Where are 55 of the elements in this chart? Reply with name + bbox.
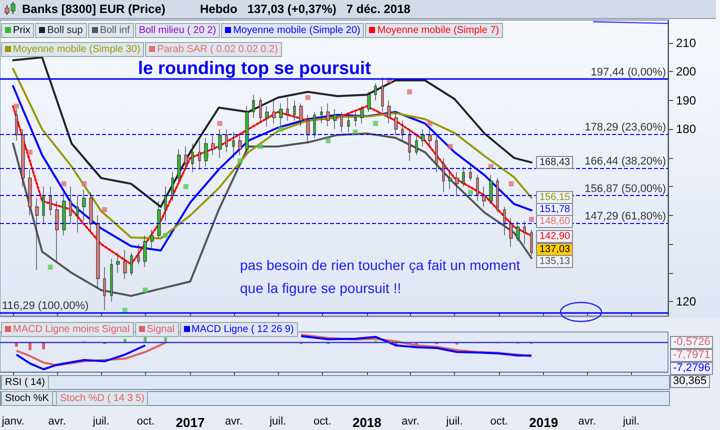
annotation: 137,03 <box>536 243 574 256</box>
x-tick-label: avr. <box>48 416 66 428</box>
legend-label: MACD Ligne moins Signal <box>1 322 134 337</box>
y-tick-label: 190 <box>676 93 696 108</box>
x-tick-label: avr. <box>224 416 243 428</box>
x-tick-label: avr. <box>578 416 596 428</box>
x-tick-label: oct. <box>314 416 332 428</box>
text: -0,5726 <box>670 336 714 349</box>
ref-line-label: 166,44 (38,20%) <box>584 156 666 168</box>
legend-label: Moyenne mobile (Simple 20) <box>221 23 364 38</box>
ref-line-label: 197,44 (0,00%) <box>590 66 666 79</box>
x-tick-label: 2018 <box>352 415 382 430</box>
chart-subtitle: Hebdo 137,03 (+0,37%) 7 déc. 2018 <box>200 1 410 18</box>
x-tick-label: juil. <box>92 416 110 428</box>
annotation: 148,60 <box>536 215 574 228</box>
x-tick-label: juil. <box>268 416 286 428</box>
x-tick-label: juil. <box>445 416 463 428</box>
chart-title: Banks [8300] EUR (Price) <box>22 1 166 18</box>
y-tick-label: 210 <box>676 36 696 50</box>
y-tick-label: 120 <box>676 294 696 309</box>
annotation: Boll milieu ( 20 2) <box>134 23 220 38</box>
legend-label: MACD Ligne ( 12 26 9) <box>180 322 298 337</box>
legend-label: Parab SAR ( 0.02 0.02 0.2) <box>145 42 282 57</box>
annotation: 151,78 <box>536 203 574 216</box>
x-tick-label: oct. <box>490 416 508 428</box>
x-tick-label: 2019 <box>529 415 558 430</box>
x-tick-label: juil. <box>622 416 640 428</box>
annotation: 135,13 <box>536 255 574 268</box>
ref-line-label: 156,87 (50,00%) <box>584 183 666 196</box>
annotation: le rounding top se poursuit <box>138 58 371 79</box>
legend-label: Moyenne mobile (Simple 7) <box>365 23 504 38</box>
text: Stoch %D ( 14 3 5) <box>56 391 148 406</box>
text: Stoch %K <box>1 391 53 406</box>
text: 30,365 <box>670 375 710 388</box>
x-tick-label: oct. <box>136 416 155 428</box>
y-tick-label: 180 <box>676 122 696 136</box>
legend-label: Prix <box>1 23 34 38</box>
ref-line-label: 147,29 (61,80%) <box>584 210 666 223</box>
legend-label: Signal <box>134 322 179 337</box>
text: RSI ( 14) <box>1 375 50 390</box>
legend-label: Moyenne mobile (Simple 30) <box>1 42 144 57</box>
annotation: 168,43 <box>536 156 574 170</box>
text: -7,7971 <box>670 349 714 362</box>
annotation: 142,90 <box>536 230 574 243</box>
y-tick-label: 200 <box>676 64 696 79</box>
x-tick-label: 2017 <box>176 415 205 430</box>
ref-line-label: 178,29 (23,60%) <box>584 122 666 134</box>
ref-line-label: 116,29 (100,00%) <box>2 300 89 312</box>
x-tick-label: janv. <box>0 416 24 428</box>
legend-label: Boll sup <box>35 23 87 38</box>
text: -7,2796 <box>670 362 714 375</box>
annotation: pas besoin de rien toucher ça fait un moment que la figure se poursuit !! <box>240 256 522 298</box>
annotation: 156,15 <box>536 191 574 204</box>
x-tick-label: avr. <box>402 416 420 428</box>
legend-label: Boll inf <box>88 23 134 38</box>
